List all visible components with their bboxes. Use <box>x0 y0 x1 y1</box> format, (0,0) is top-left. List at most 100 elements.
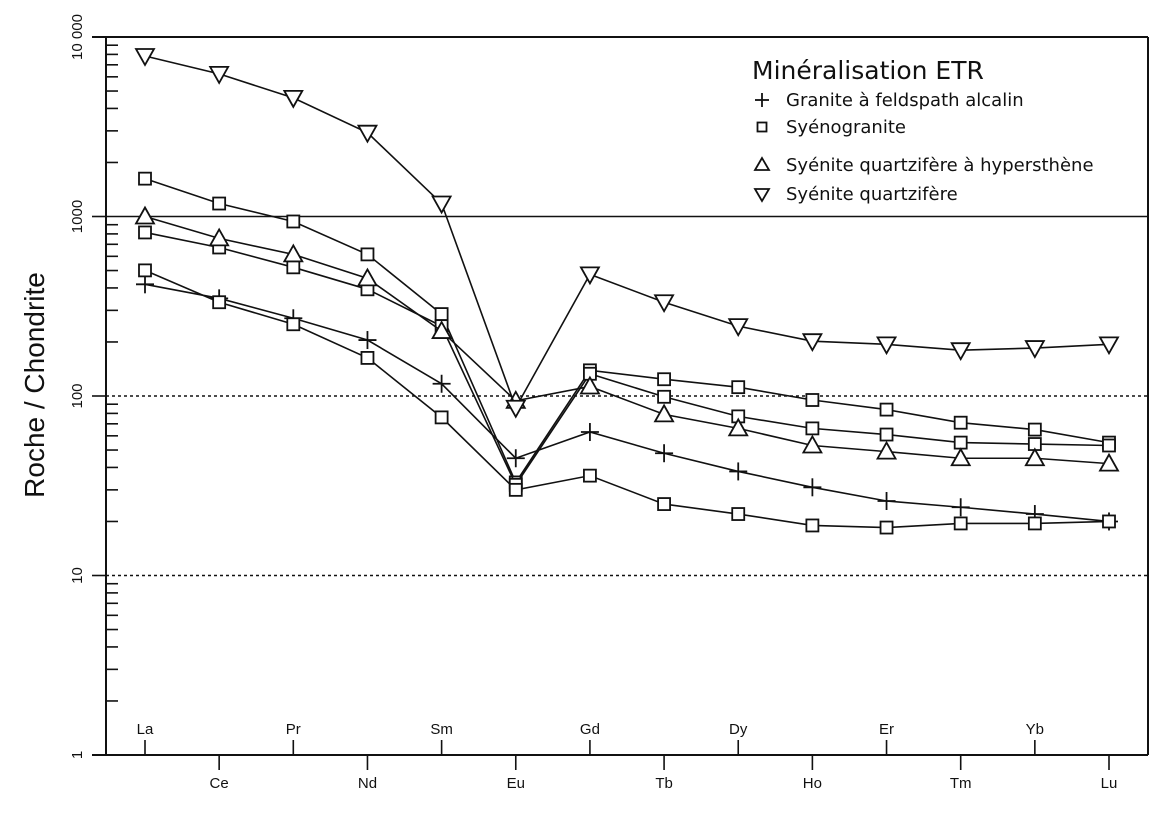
data-point-triangle-down <box>950 342 972 362</box>
data-point-square <box>879 520 894 535</box>
legend: Minéralisation ETR Granite à feldspath a… <box>752 56 1094 205</box>
data-point-triangle-up <box>1098 452 1120 472</box>
x-tick-label-ce: Ce <box>210 775 229 792</box>
data-point-plus <box>506 449 525 468</box>
series-line <box>144 55 1110 410</box>
data-point-square <box>805 518 820 533</box>
data-point-square <box>657 372 671 387</box>
data-point-square <box>508 482 523 497</box>
data-point-plus <box>432 374 451 393</box>
data-point-triangle-down <box>282 89 304 109</box>
series-line <box>144 215 1110 465</box>
data-point-square <box>879 402 894 417</box>
data-point-triangle-up <box>653 403 675 423</box>
x-tick-label-sm: Sm <box>430 721 453 738</box>
data-point-square <box>286 317 301 332</box>
x-ticks: La Ce Pr Nd Sm Eu Gd Tb Dy Ho Er Tm Yb Lu <box>137 721 1118 792</box>
data-point-square <box>360 247 375 262</box>
x-tick-label-gd: Gd <box>580 721 600 738</box>
data-point-triangle-down <box>727 318 749 337</box>
legend-marker-square <box>756 121 768 133</box>
data-point-triangle-up <box>356 267 379 287</box>
data-point-square <box>805 421 820 436</box>
data-point-square <box>657 389 671 404</box>
data-point-square <box>434 307 449 321</box>
data-point-triangle-down <box>208 65 230 85</box>
data-point-square <box>953 516 968 531</box>
data-point-square <box>286 260 301 275</box>
x-tick-label-dy: Dy <box>729 721 748 738</box>
x-tick-label-pr: Pr <box>286 721 301 738</box>
data-point-square <box>138 171 152 186</box>
data-point-square <box>1102 514 1116 529</box>
series-line <box>144 269 1110 529</box>
series-2 <box>138 225 1116 492</box>
data-point-square <box>138 263 152 278</box>
x-tick-label-tb: Tb <box>655 775 673 792</box>
x-tick-label-eu: Eu <box>507 775 525 792</box>
legend-marker-triangle-up <box>753 156 771 171</box>
series-1 <box>138 171 1116 490</box>
data-point-triangle-down <box>801 333 823 353</box>
data-point-plus <box>136 275 154 294</box>
data-point-plus <box>655 444 674 463</box>
series-line <box>144 231 1110 487</box>
legend-label: Granite à feldspath alcalin <box>786 90 1024 111</box>
series-3 <box>138 263 1116 535</box>
x-tick-label-ho: Ho <box>803 775 822 792</box>
data-point-square <box>731 380 746 395</box>
data-point-square <box>434 410 449 425</box>
data-point-square <box>212 295 227 310</box>
x-tick-label-er: Er <box>879 721 894 738</box>
data-point-triangle-down <box>505 399 527 419</box>
data-point-triangle-up <box>727 417 749 437</box>
legend-title: Minéralisation ETR <box>752 56 984 85</box>
y-axis-label: Roche / Chondrite <box>19 272 50 498</box>
data-point-square <box>953 415 968 430</box>
legend-entry: Syénite quartzifère à hypersthène <box>753 155 1094 176</box>
y-tick-label: 10 <box>69 567 86 584</box>
data-point-triangle-down <box>134 48 156 67</box>
series-line <box>144 177 1110 485</box>
x-tick-label-tm: Tm <box>950 775 972 792</box>
series-line <box>144 283 1110 523</box>
data-point-triangle-down <box>653 294 675 314</box>
data-point-square <box>731 507 746 521</box>
y-ticks: 1 10 100 1000 10 000 <box>69 14 118 759</box>
x-tick-label-nd: Nd <box>358 775 377 792</box>
data-point-triangle-down <box>431 195 453 215</box>
data-point-plus <box>580 423 599 442</box>
data-point-triangle-up <box>431 320 453 339</box>
data-point-triangle-up <box>1024 447 1046 467</box>
data-point-square <box>657 497 671 511</box>
series-4 <box>134 205 1120 472</box>
data-point-square <box>138 225 152 240</box>
legend-marker-triangle-down <box>753 188 771 203</box>
legend-entry: Granite à feldspath alcalin <box>755 90 1024 111</box>
data-point-square <box>286 214 301 229</box>
data-point-square <box>583 468 597 483</box>
data-point-square <box>1027 422 1042 437</box>
data-point-triangle-up <box>579 375 601 395</box>
data-point-square <box>953 435 968 450</box>
data-point-plus <box>877 492 896 511</box>
data-point-triangle-up <box>801 434 823 454</box>
data-point-triangle-up <box>208 227 230 247</box>
data-point-triangle-up <box>134 205 156 225</box>
series-0 <box>136 275 1118 531</box>
series-5 <box>134 48 1120 419</box>
legend-entry: Syénogranite <box>756 117 906 138</box>
data-point-triangle-down <box>579 266 601 286</box>
y-tick-label: 100 <box>69 383 86 408</box>
data-point-triangle-up <box>950 447 972 467</box>
data-point-triangle-down <box>356 124 379 144</box>
data-point-plus <box>803 478 822 497</box>
data-point-triangle-down <box>1098 336 1120 356</box>
y-tick-label: 1 <box>69 751 86 759</box>
legend-label: Syénogranite <box>786 117 906 138</box>
series-group <box>134 48 1120 535</box>
data-point-triangle-up <box>875 440 898 460</box>
x-tick-label-lu: Lu <box>1101 775 1118 792</box>
data-point-square <box>212 196 227 211</box>
